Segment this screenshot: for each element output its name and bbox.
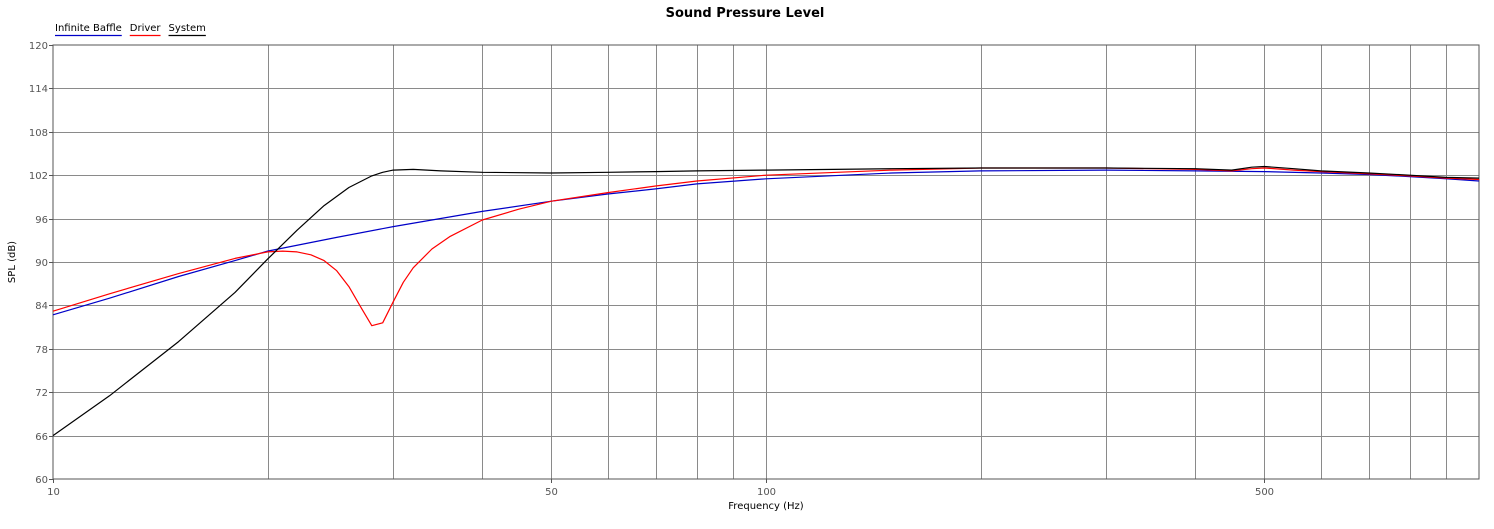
- legend-label: System: [169, 23, 206, 34]
- x-tick-label: 10: [47, 487, 60, 498]
- legend: Infinite Baffle Driver System: [55, 23, 206, 37]
- x-tick-label: 50: [545, 487, 558, 498]
- y-tick-label: 60: [35, 475, 48, 486]
- series-line-driver: [52, 167, 1480, 327]
- y-tick-label: 120: [29, 41, 48, 52]
- legend-label: Infinite Baffle: [55, 23, 122, 34]
- y-tick-label: 78: [35, 345, 48, 356]
- x-tick-label: 500: [1255, 487, 1274, 498]
- legend-label: Driver: [130, 23, 162, 34]
- y-tick-label: 90: [35, 258, 48, 269]
- grid-lines: [53, 45, 1479, 479]
- y-tick-label: 66: [35, 432, 48, 443]
- chart-title: Sound Pressure Level: [666, 6, 825, 21]
- y-tick-label: 108: [29, 128, 48, 139]
- y-tick-label: 96: [35, 215, 48, 226]
- y-tick-label: 72: [35, 388, 48, 399]
- series-lines: [52, 165, 1480, 437]
- y-axis-label: SPL (dB): [7, 241, 18, 283]
- y-tick-label: 102: [29, 171, 48, 182]
- y-tick-label: 84: [35, 301, 48, 312]
- x-axis-label: Frequency (Hz): [728, 501, 804, 512]
- series-line-system: [52, 165, 1480, 437]
- x-tick-label: 100: [757, 487, 776, 498]
- axis-ticks: 60 66 72 78 84 90 96 102 108 114 120 10 50 100 500: [29, 41, 1274, 498]
- y-tick-label: 114: [29, 84, 48, 95]
